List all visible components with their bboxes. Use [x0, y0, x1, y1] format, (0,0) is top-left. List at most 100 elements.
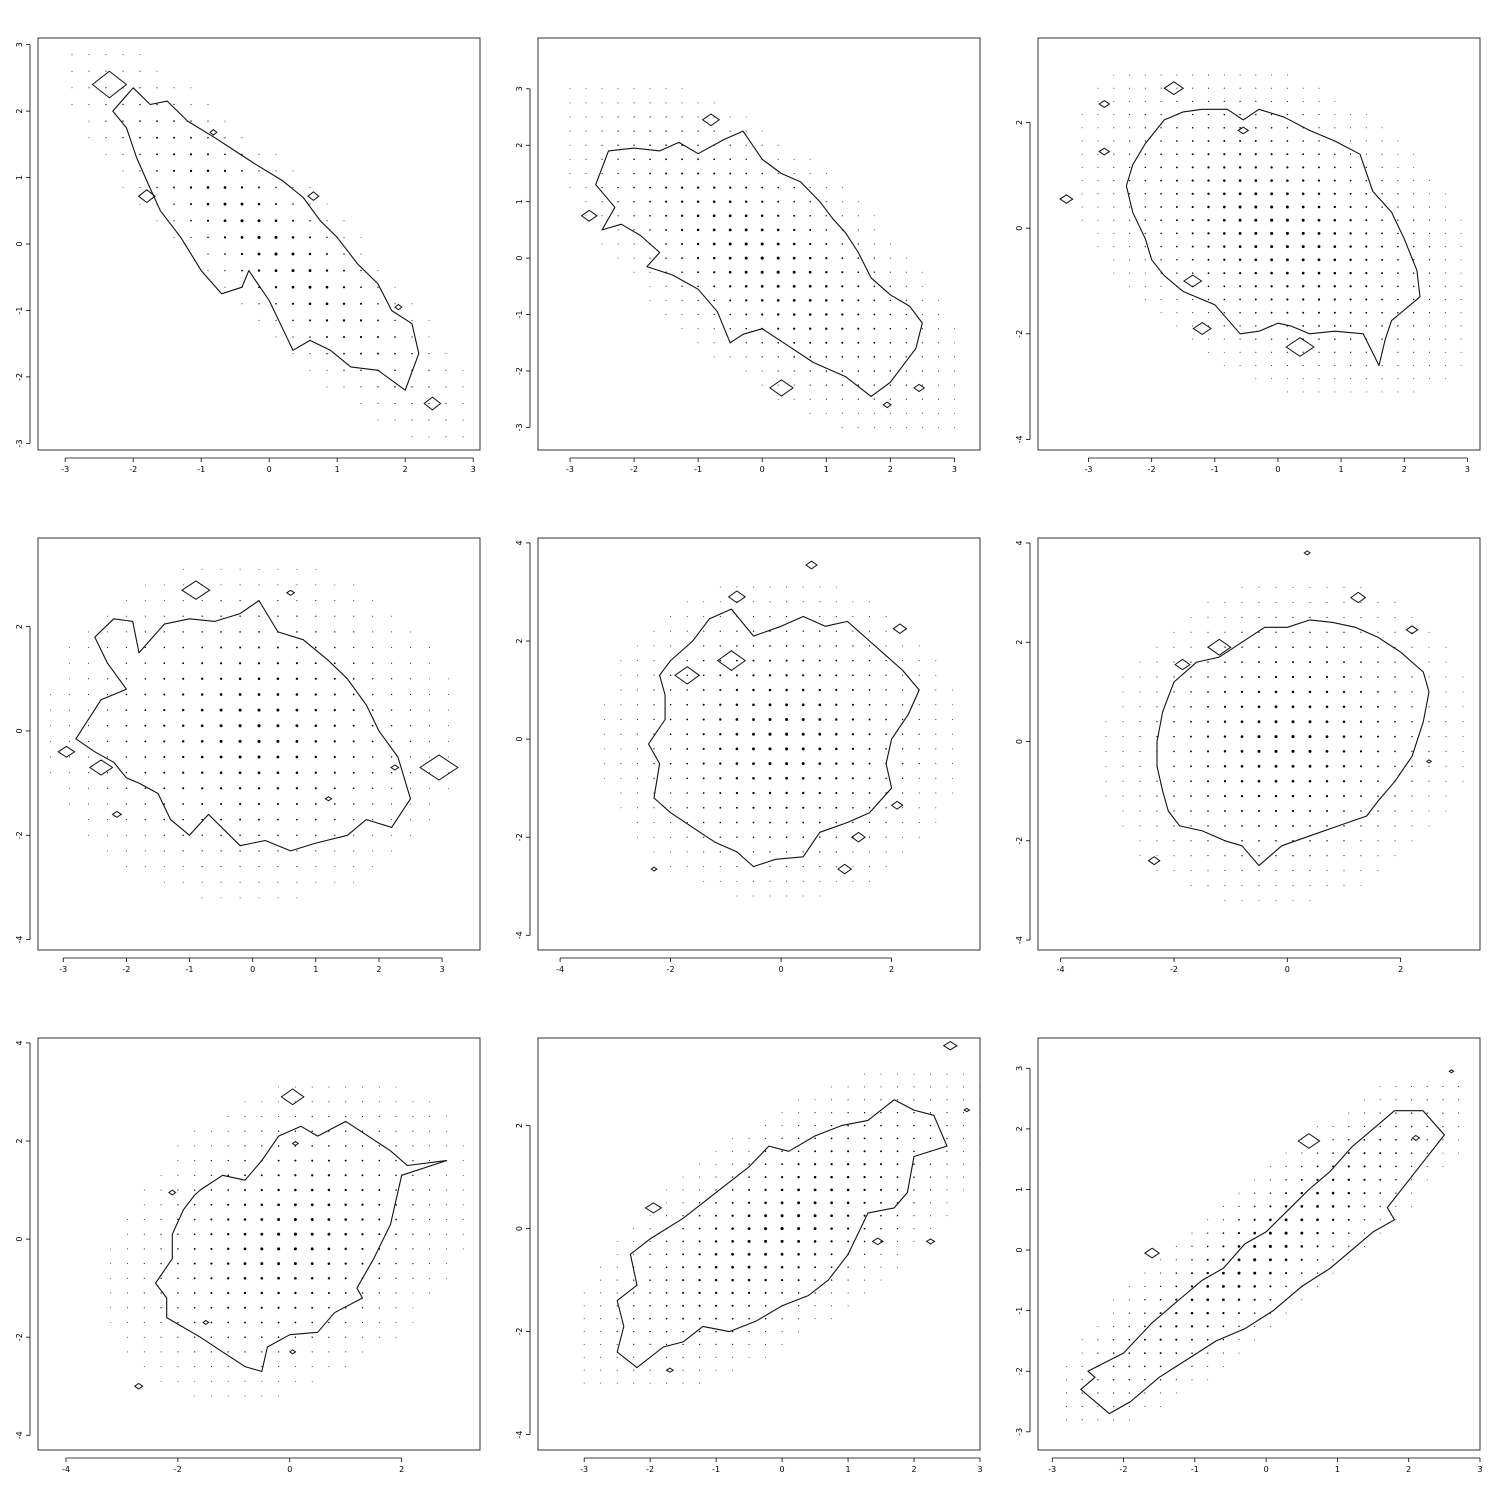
density-dot — [703, 880, 705, 882]
density-dot — [1269, 1271, 1272, 1275]
density-dot — [1360, 810, 1362, 812]
density-dot — [1394, 810, 1396, 812]
density-dot — [1428, 272, 1431, 274]
density-dot — [649, 1279, 651, 1281]
density-dot — [1176, 272, 1178, 274]
density-dot — [665, 1343, 668, 1346]
density-dot — [745, 186, 748, 189]
density-dot — [1301, 1299, 1303, 1301]
density-dot — [1253, 1218, 1256, 1221]
density-dot — [585, 102, 587, 104]
density-dot — [1394, 631, 1396, 633]
density-dot — [653, 807, 655, 809]
density-dot — [863, 1240, 866, 1243]
density-dot — [764, 1227, 768, 1231]
density-dot — [1097, 219, 1099, 221]
density-dot — [1348, 1112, 1350, 1114]
density-dot — [809, 228, 812, 231]
density-dot — [144, 740, 147, 743]
density-dot — [372, 646, 374, 649]
density-dot — [310, 1247, 314, 1251]
density-dot — [731, 1291, 734, 1295]
density-dot — [1208, 351, 1209, 353]
density-dot — [873, 243, 875, 245]
density-dot — [1316, 1178, 1319, 1181]
density-dot — [1365, 153, 1367, 155]
density-dot — [1381, 245, 1384, 248]
density-dot — [1411, 750, 1413, 753]
density-dot — [378, 1321, 380, 1324]
density-dot — [1413, 153, 1415, 155]
density-dot — [1285, 1285, 1287, 1288]
density-dot — [1173, 765, 1175, 768]
contour-island — [1098, 147, 1111, 156]
density-dot — [1239, 298, 1241, 301]
density-dot — [1222, 205, 1226, 209]
density-dot — [1301, 1152, 1303, 1154]
density-dot — [686, 851, 688, 853]
density-dot — [930, 1215, 931, 1217]
density-dot — [177, 1380, 179, 1382]
density-dot — [682, 1227, 684, 1230]
y-tick-label: -4 — [1015, 936, 1024, 944]
density-dot — [311, 1145, 314, 1147]
x-tick-label: 0 — [1285, 965, 1290, 974]
density-dot — [1365, 364, 1367, 367]
y-tick-label: -2 — [1015, 837, 1024, 845]
density-dot — [277, 1262, 281, 1266]
density-dot — [1359, 735, 1363, 738]
density-dot — [714, 1265, 718, 1269]
density-dot — [719, 718, 722, 721]
density-dot — [761, 186, 764, 189]
contour-island — [133, 1382, 144, 1390]
density-dot — [1428, 825, 1430, 827]
density-dot — [127, 1307, 128, 1309]
density-dot — [328, 1351, 330, 1353]
density-dot — [334, 600, 336, 602]
density-dot — [1460, 285, 1462, 287]
density-dot — [1176, 312, 1178, 314]
density-dot — [1223, 338, 1225, 340]
density-dot — [219, 677, 223, 681]
density-dot — [1190, 780, 1192, 783]
x-tick-label: -1 — [1191, 1465, 1199, 1474]
density-dot — [1222, 1219, 1225, 1221]
density-dot — [825, 285, 828, 288]
density-dot — [144, 678, 147, 680]
density-dot — [698, 1278, 701, 1282]
density-dot — [921, 356, 923, 358]
density-dot — [1254, 166, 1258, 169]
density-dot — [713, 285, 716, 288]
density-dot — [1379, 1219, 1381, 1221]
x-tick-label: 1 — [1335, 1465, 1340, 1474]
density-dot — [785, 688, 788, 692]
density-dot — [896, 1086, 899, 1088]
density-dot — [809, 187, 811, 189]
density-dot — [1191, 192, 1194, 195]
density-dot — [780, 1227, 784, 1231]
density-dot — [1144, 219, 1146, 221]
density-dot — [1365, 232, 1368, 235]
density-dot — [913, 1073, 915, 1075]
density-dot — [1284, 1258, 1288, 1262]
density-dot — [200, 740, 204, 743]
density-dot — [1207, 272, 1210, 274]
density-dot — [462, 1174, 464, 1176]
density-dot — [801, 688, 805, 692]
density-dot — [1326, 587, 1328, 589]
density-dot — [173, 220, 175, 222]
density-dot — [825, 412, 827, 414]
density-dot — [276, 662, 280, 665]
density-dot — [1444, 312, 1446, 314]
density-dot — [276, 677, 280, 681]
density-dot — [636, 807, 638, 809]
density-dot — [697, 285, 699, 288]
density-dot — [583, 1343, 585, 1345]
density-dot — [1286, 338, 1289, 340]
density-dot — [719, 880, 721, 882]
density-dot — [885, 777, 887, 780]
density-dot — [1190, 795, 1192, 797]
density-dot — [808, 299, 812, 302]
density-dots — [1065, 1085, 1460, 1421]
